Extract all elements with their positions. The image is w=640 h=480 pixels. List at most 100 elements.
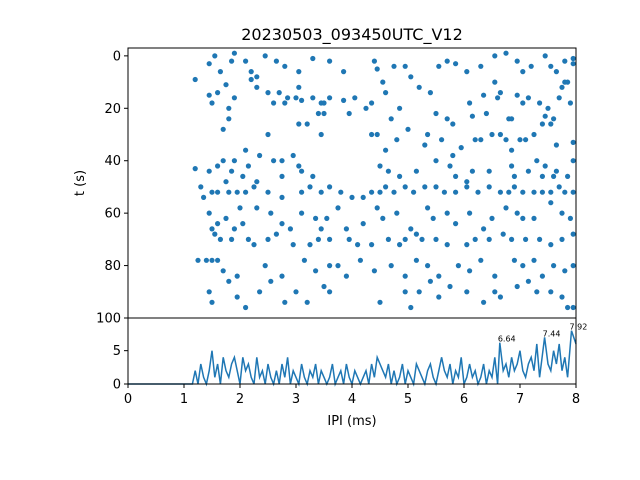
- scatter-point: [444, 210, 450, 216]
- x-tick-label: 2: [236, 392, 244, 407]
- scatter-point: [439, 137, 445, 143]
- scatter-point: [413, 168, 419, 174]
- scatter-point: [525, 95, 532, 101]
- scatter-point: [506, 189, 512, 195]
- scatter-point: [503, 205, 509, 211]
- scatter-point: [243, 189, 249, 195]
- scatter-point: [206, 289, 212, 295]
- scatter-point: [444, 116, 450, 122]
- scatter-point: [436, 294, 442, 300]
- scatter-point: [551, 263, 557, 269]
- scatter-point: [240, 221, 246, 227]
- scatter-point: [310, 55, 316, 62]
- scatter-point: [503, 137, 509, 143]
- scatter-point: [481, 226, 487, 232]
- scatter-point: [296, 84, 302, 90]
- scatter-point: [271, 158, 277, 164]
- scatter-point: [223, 82, 229, 88]
- scatter-point: [245, 163, 251, 169]
- scatter-point: [338, 189, 344, 195]
- scatter-point: [511, 257, 517, 263]
- scatter-point: [492, 289, 498, 295]
- scatter-point: [411, 189, 417, 195]
- scatter-point: [542, 53, 548, 59]
- scatter-point: [206, 168, 212, 174]
- scatter-point: [212, 231, 218, 237]
- scatter-point: [405, 126, 411, 132]
- scatter-point: [355, 242, 361, 248]
- scatter-point: [565, 173, 571, 179]
- scatter-point: [464, 179, 470, 185]
- scatter-point: [520, 100, 526, 106]
- scatter-point: [220, 158, 226, 164]
- x-tick-label: 7: [516, 392, 524, 407]
- scatter-point: [293, 95, 299, 101]
- scatter-point: [257, 152, 263, 159]
- scatter-point: [374, 205, 380, 211]
- scatter-point: [523, 137, 529, 143]
- bottom-y-axis: 05: [113, 344, 128, 393]
- scatter-point: [363, 105, 369, 111]
- scatter-point: [209, 100, 215, 106]
- scatter-point: [497, 294, 503, 300]
- scatter-point: [349, 194, 355, 200]
- scatter-point: [290, 242, 296, 248]
- scatter-point: [408, 304, 414, 311]
- x-tick-label: 6: [460, 392, 468, 407]
- scatter-point: [279, 158, 285, 164]
- scatter-point: [206, 92, 212, 98]
- scatter-point: [478, 257, 484, 263]
- scatter-point: [551, 173, 557, 179]
- scatter-point: [223, 179, 229, 185]
- scatter-point: [254, 84, 260, 90]
- scatter-point: [548, 242, 554, 248]
- scatter-point: [464, 184, 470, 190]
- scatter-point: [226, 189, 232, 195]
- scatter-point: [469, 113, 475, 119]
- scatter-point: [371, 268, 377, 274]
- scatter-point: [341, 97, 347, 103]
- scatter-point: [192, 76, 198, 83]
- scatter-point: [413, 231, 419, 237]
- scatter-point: [419, 236, 425, 242]
- scatter-point: [343, 226, 349, 232]
- scatter-point: [231, 226, 237, 232]
- scatter-point: [226, 116, 232, 122]
- scatter-point: [240, 173, 246, 179]
- scatter-point: [335, 263, 341, 269]
- scatter-point: [570, 158, 576, 164]
- scatter-point: [486, 184, 492, 190]
- scatter-point: [408, 226, 414, 232]
- scatter-point: [285, 95, 291, 101]
- scatter-point: [402, 63, 408, 69]
- scatter-point: [195, 257, 201, 263]
- scatter-point: [296, 69, 302, 75]
- scatter-point: [520, 263, 526, 269]
- scatter-point: [282, 299, 288, 305]
- peak-labels: 6.64 7.44 7.92: [498, 323, 587, 344]
- scatter-point: [318, 226, 324, 232]
- y-tick-label: 0: [113, 49, 121, 64]
- y-tick-label: 20: [104, 102, 121, 117]
- scatter-point: [517, 137, 523, 143]
- scatter-point: [539, 273, 546, 279]
- scatter-point: [374, 131, 380, 138]
- y-tick-label: 40: [104, 154, 121, 169]
- scatter-point: [433, 158, 439, 164]
- scatter-point: [422, 184, 428, 190]
- scatter-point: [520, 69, 526, 75]
- scatter-point: [402, 289, 408, 295]
- scatter-point: [441, 189, 447, 195]
- scatter-point: [469, 168, 475, 174]
- scatter-point: [553, 168, 560, 174]
- scatter-point: [453, 173, 459, 179]
- scatter-point: [464, 289, 470, 295]
- scatter-point: [548, 289, 554, 295]
- scatter-point: [492, 79, 498, 85]
- scatter-point: [293, 289, 299, 295]
- scatter-point: [327, 58, 333, 64]
- scatter-point: [478, 137, 484, 143]
- scatter-point: [248, 69, 254, 75]
- scatter-point: [282, 63, 288, 69]
- y-tick-label: 0: [113, 378, 121, 393]
